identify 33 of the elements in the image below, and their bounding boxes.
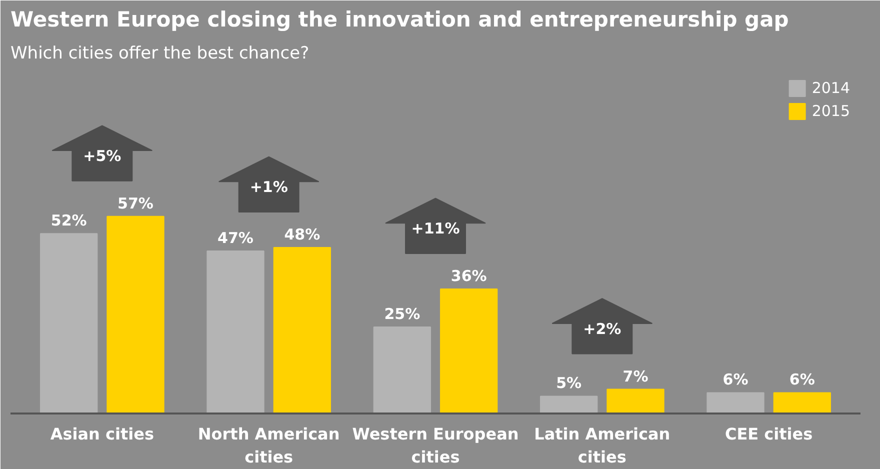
x-tick-label: Asian cities: [50, 424, 154, 444]
data-label: 5%: [556, 374, 582, 392]
chart-title: Western Europe closing the innovation and entrepreneurship gap: [10, 8, 789, 32]
bar: [373, 326, 431, 414]
chart-subtitle: Which cities offer the best chance?: [10, 44, 310, 64]
x-tick-label: CEE cities: [725, 424, 813, 444]
bar: [206, 250, 264, 414]
data-label: 47%: [218, 228, 254, 247]
bar: [40, 233, 98, 414]
data-label: 6%: [789, 370, 815, 389]
x-tick-label: North American cities: [198, 424, 340, 466]
bar: [773, 392, 831, 414]
bar: [540, 396, 598, 414]
text: +5%: [83, 147, 122, 166]
data-label: 48%: [284, 225, 320, 244]
annotation: +2%: [583, 320, 622, 338]
legend-label: 2015: [812, 102, 850, 120]
data-label: 7%: [622, 367, 648, 386]
bar: [440, 288, 498, 414]
data-label: 52%: [50, 212, 87, 230]
legend-label: 2014: [812, 79, 850, 97]
bar: [606, 388, 664, 414]
data-label: 36%: [450, 266, 487, 285]
data-label: 6%: [722, 370, 748, 389]
bar: [706, 392, 764, 414]
x-tick-label: Latin American cities: [534, 424, 670, 466]
data-label: 25%: [384, 305, 420, 324]
data-label: 57%: [118, 194, 154, 212]
annotation: +11%: [411, 220, 460, 238]
bar: [106, 216, 164, 414]
x-tick-label: Western European cities: [352, 424, 519, 466]
text: +1%: [250, 178, 288, 196]
bar: [273, 246, 331, 414]
